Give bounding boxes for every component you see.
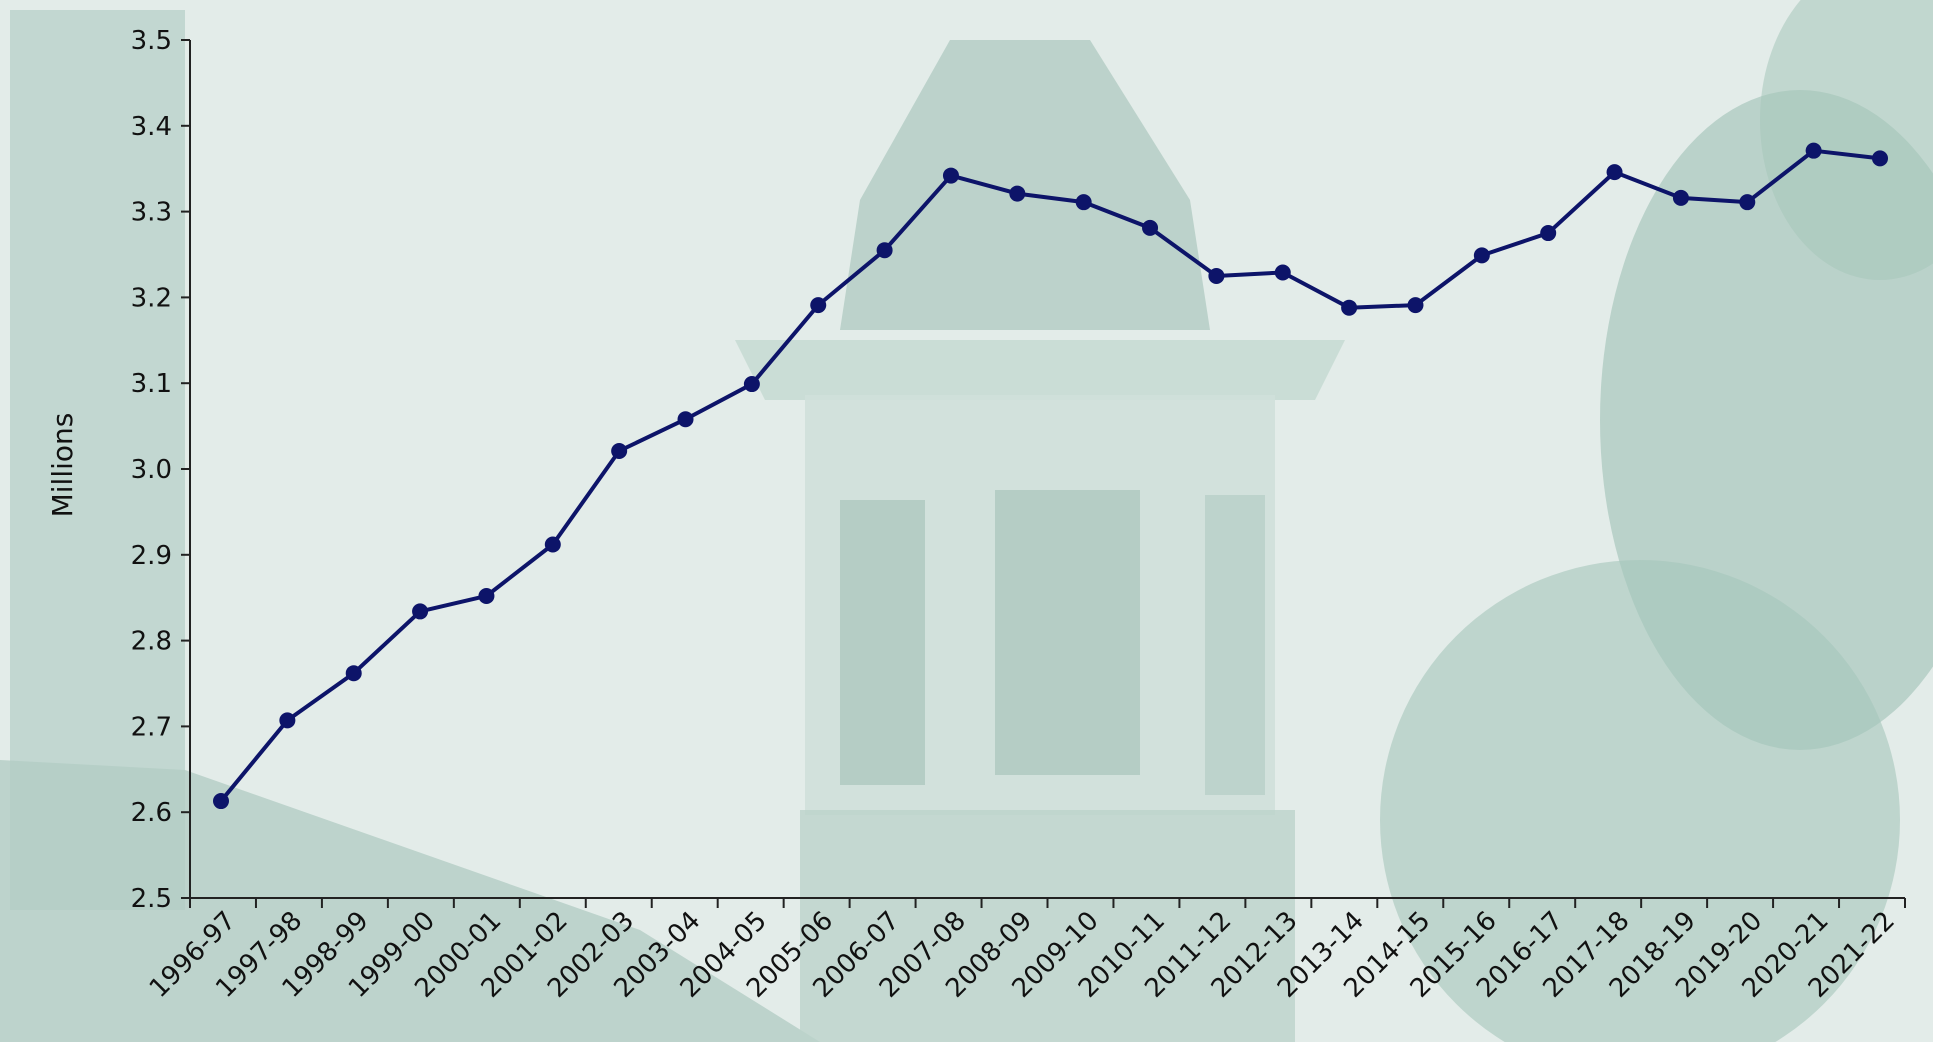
y-tick-label: 3.5 <box>131 26 172 56</box>
data-point <box>1341 300 1357 316</box>
y-axis-title: Millions <box>46 413 79 518</box>
data-point <box>1607 164 1623 180</box>
y-tick-label: 2.8 <box>131 627 172 657</box>
data-point <box>1407 297 1423 313</box>
y-tick-label: 2.7 <box>131 712 172 742</box>
data-point <box>1673 190 1689 206</box>
data-point <box>1009 186 1025 202</box>
y-tick-label: 3.3 <box>131 198 172 228</box>
y-tick-label: 2.5 <box>131 884 172 914</box>
data-point <box>611 443 627 459</box>
y-tick-label: 3.2 <box>131 283 172 313</box>
data-point <box>744 376 760 392</box>
data-point <box>810 297 826 313</box>
data-point <box>678 411 694 427</box>
data-point <box>877 242 893 258</box>
data-point <box>1474 247 1490 263</box>
data-point <box>545 537 561 553</box>
y-tick-label: 3.1 <box>131 369 172 399</box>
data-point <box>412 603 428 619</box>
y-tick-label: 3.4 <box>131 112 172 142</box>
y-tick-label: 2.6 <box>131 798 172 828</box>
data-point <box>1540 225 1556 241</box>
y-tick-label: 2.9 <box>131 541 172 571</box>
data-point <box>1208 268 1224 284</box>
data-point <box>1275 265 1291 281</box>
data-point <box>1142 220 1158 236</box>
data-point <box>1076 194 1092 210</box>
data-point <box>1739 194 1755 210</box>
data-point <box>279 712 295 728</box>
data-point <box>478 588 494 604</box>
data-point <box>1806 143 1822 159</box>
data-point <box>943 168 959 184</box>
data-point <box>1872 150 1888 166</box>
y-tick-label: 3.0 <box>131 455 172 485</box>
data-point <box>213 793 229 809</box>
data-point <box>346 665 362 681</box>
